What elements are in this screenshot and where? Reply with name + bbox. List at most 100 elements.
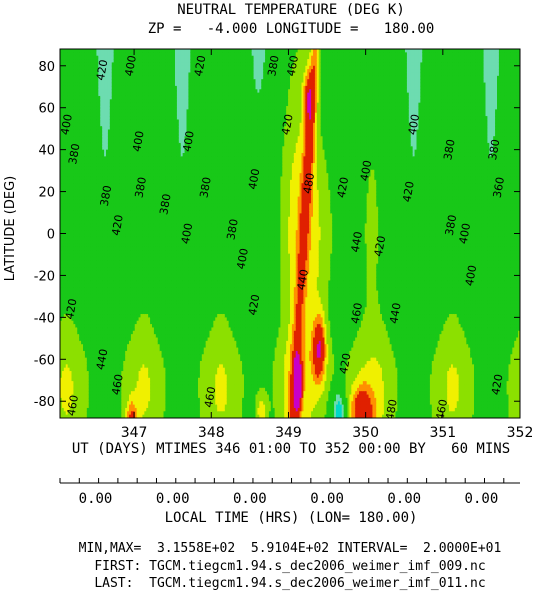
field-cell <box>67 240 71 245</box>
field-cell <box>67 360 71 365</box>
field-cell <box>73 65 76 70</box>
field-cell <box>84 407 88 412</box>
field-cell <box>65 334 69 339</box>
field-cell <box>100 253 103 258</box>
field-cell <box>106 293 109 298</box>
field-cell <box>98 374 101 379</box>
field-cell <box>83 163 86 167</box>
field-cell <box>60 334 63 339</box>
field-cell <box>63 377 67 382</box>
field-cell <box>79 280 82 285</box>
field-cell <box>92 394 96 399</box>
field-cell <box>90 176 94 181</box>
field-cell <box>63 270 67 275</box>
field-cell <box>107 293 111 298</box>
field-cell <box>92 384 96 389</box>
field-cell <box>106 92 109 97</box>
field-cell <box>107 374 111 379</box>
field-cell <box>77 283 80 288</box>
field-cell <box>106 166 109 171</box>
field-cell <box>107 287 111 292</box>
field-cell <box>60 394 63 399</box>
field-cell <box>86 216 90 221</box>
field-cell <box>69 357 73 362</box>
field-cell <box>98 146 101 151</box>
field-cell <box>98 324 101 329</box>
field-cell <box>79 65 82 70</box>
field-cell <box>79 307 82 312</box>
field-cell <box>100 250 103 255</box>
field-cell <box>63 69 67 74</box>
field-cell <box>60 109 63 114</box>
field-cell <box>104 82 107 87</box>
field-cell <box>71 293 75 298</box>
field-cell <box>67 330 71 335</box>
field-cell <box>98 95 101 100</box>
field-cell <box>98 236 101 241</box>
field-cell <box>94 230 98 235</box>
field-cell <box>92 89 96 94</box>
field-cell <box>104 152 107 157</box>
field-cell <box>84 129 88 134</box>
field-cell <box>83 371 86 375</box>
field-cell <box>102 223 105 228</box>
field-cell <box>61 280 65 285</box>
field-cell <box>73 106 76 110</box>
field-cell <box>60 156 63 161</box>
field-cell <box>100 411 103 416</box>
field-cell <box>100 287 103 292</box>
field-cell <box>81 206 84 211</box>
field-cell <box>107 230 111 235</box>
field-cell <box>79 102 82 107</box>
field-cell <box>84 112 88 117</box>
field-cell <box>96 256 99 261</box>
field-cell <box>77 102 80 107</box>
field-cell <box>92 347 96 352</box>
field-cell <box>63 179 67 184</box>
field-cell <box>83 246 86 251</box>
field-cell <box>100 49 103 53</box>
field-cell <box>106 216 109 221</box>
field-cell <box>67 173 71 178</box>
field-cell <box>73 300 76 305</box>
field-cell <box>77 169 80 174</box>
field-cell <box>107 236 111 241</box>
field-cell <box>94 193 98 198</box>
field-cell <box>94 69 98 74</box>
field-cell <box>96 404 99 409</box>
field-cell <box>86 72 90 77</box>
field-cell <box>106 250 109 255</box>
field-cell <box>109 310 113 315</box>
field-cell <box>88 126 92 131</box>
field-cell <box>98 243 101 248</box>
field-cell <box>69 334 73 339</box>
field-cell <box>67 414 71 418</box>
field-cell <box>77 240 80 245</box>
field-cell <box>81 377 84 382</box>
field-cell <box>61 246 65 251</box>
field-cell <box>61 310 65 315</box>
field-cell <box>100 320 103 325</box>
field-cell <box>102 303 105 308</box>
field-cell <box>71 59 75 64</box>
field-cell <box>83 99 86 104</box>
field-cell <box>88 387 92 392</box>
field-cell <box>83 85 86 90</box>
field-cell <box>81 324 84 329</box>
field-cell <box>88 377 92 382</box>
field-cell <box>69 314 73 318</box>
field-cell <box>88 55 92 60</box>
field-cell <box>88 82 92 87</box>
field-cell <box>106 119 109 124</box>
field-cell <box>94 287 98 292</box>
field-cell <box>77 186 80 191</box>
field-cell <box>88 367 92 372</box>
field-cell <box>77 297 80 302</box>
field-cell <box>96 85 99 90</box>
field-cell <box>83 193 86 198</box>
field-cell <box>104 112 107 117</box>
field-cell <box>83 82 86 87</box>
field-cell <box>86 92 90 97</box>
field-cell <box>75 371 78 375</box>
field-cell <box>100 92 103 97</box>
